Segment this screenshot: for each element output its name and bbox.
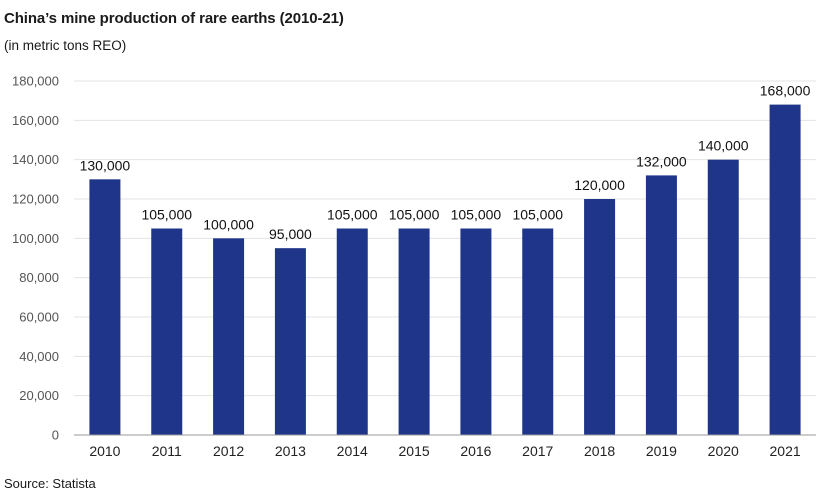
x-axis-ticks: 2010 2011 2012 2013 2014 2015 2016 2017 2018 2019… (89, 443, 801, 459)
y-tick-label: 180,000 (12, 74, 59, 89)
bar-2011 (151, 228, 183, 435)
bar-2018 (584, 199, 616, 435)
data-label-2020: 140,000 (698, 138, 749, 154)
y-tick-label: 80,000 (19, 270, 59, 285)
bar-2019 (645, 175, 677, 435)
x-tick-label-2013: 2013 (275, 443, 306, 459)
y-tick-label: 40,000 (19, 349, 59, 364)
chart-subtitle: (in metric tons REO) (4, 38, 127, 53)
data-label-2011: 105,000 (141, 207, 192, 223)
gridlines (74, 80, 816, 397)
y-tick-label: 60,000 (19, 310, 59, 325)
data-label-2014: 105,000 (327, 207, 378, 223)
data-label-2016: 105,000 (451, 207, 502, 223)
data-label-2012: 100,000 (203, 216, 254, 232)
bar-2020 (707, 159, 739, 435)
bar-2012 (213, 238, 245, 435)
y-tick-label: 100,000 (12, 231, 59, 246)
y-tick-label: 160,000 (12, 113, 59, 128)
bar-2017 (522, 228, 554, 435)
y-axis-ticks: 0 20,000 40,000 60,000 80,000 100,000 120,000 1… (12, 74, 59, 443)
source-note: Source: Statista (4, 476, 96, 491)
x-tick-label-2016: 2016 (460, 443, 491, 459)
data-labels: 130,000 105,000 100,000 95,000 105,000 105,00… (80, 83, 811, 243)
x-tick-label-2010: 2010 (89, 443, 120, 459)
y-tick-label: 20,000 (19, 388, 59, 403)
bar-2015 (398, 228, 430, 435)
data-label-2018: 120,000 (574, 177, 625, 193)
bars (89, 104, 801, 435)
bar-2010 (89, 179, 121, 435)
y-tick-label: 0 (52, 428, 59, 443)
data-label-2010: 130,000 (80, 157, 131, 173)
bar-2013 (274, 248, 306, 435)
x-tick-label-2017: 2017 (522, 443, 553, 459)
bar-2021 (769, 104, 801, 435)
data-label-2021: 168,000 (760, 83, 811, 99)
bar-2014 (336, 228, 368, 435)
data-label-2013: 95,000 (269, 226, 312, 242)
chart-title: China’s mine production of rare earths (… (4, 10, 344, 27)
x-tick-label-2015: 2015 (399, 443, 430, 459)
x-tick-label-2011: 2011 (152, 443, 182, 459)
y-tick-label: 140,000 (12, 152, 59, 167)
data-label-2017: 105,000 (512, 207, 563, 223)
y-tick-label: 120,000 (12, 192, 59, 207)
x-tick-label-2014: 2014 (337, 443, 368, 459)
x-tick-label-2021: 2021 (770, 443, 801, 459)
data-label-2019: 132,000 (636, 153, 687, 169)
x-tick-label-2012: 2012 (213, 443, 244, 459)
bar-2016 (460, 228, 492, 435)
data-label-2015: 105,000 (389, 207, 440, 223)
x-tick-label-2019: 2019 (646, 443, 677, 459)
x-tick-label-2018: 2018 (584, 443, 615, 459)
x-tick-label-2020: 2020 (708, 443, 739, 459)
